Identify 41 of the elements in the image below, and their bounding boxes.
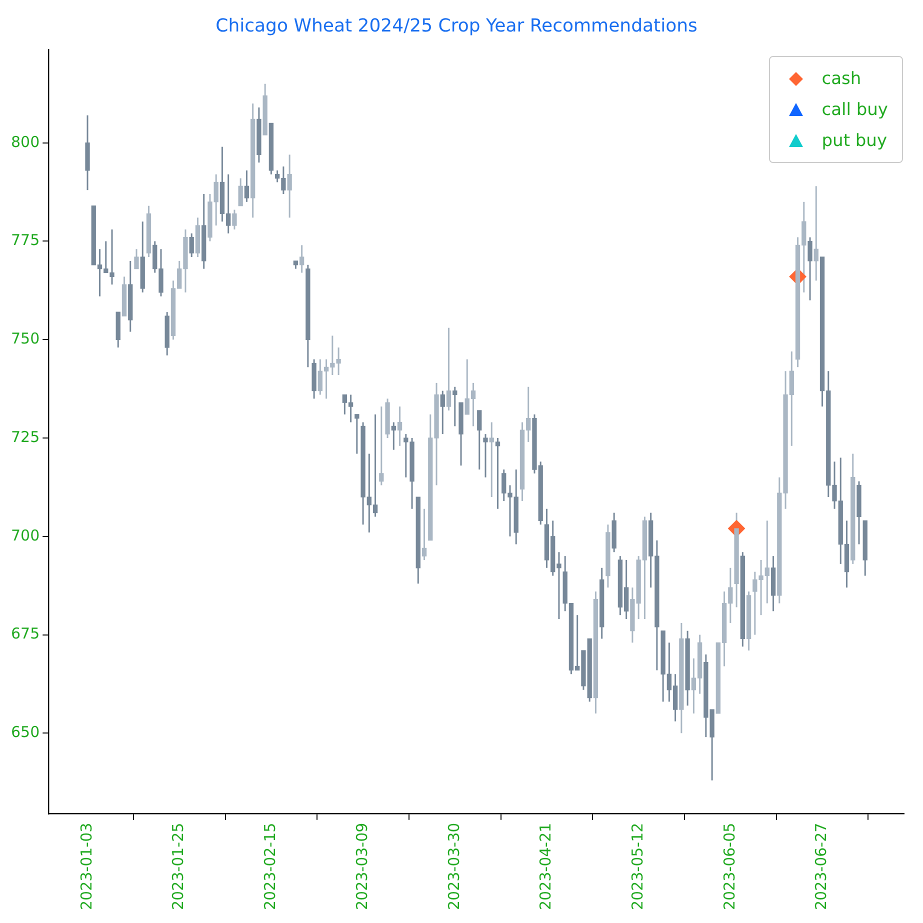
candlestick [299,244,304,274]
x-tick-label: 2023-06-05 [720,822,738,910]
y-tick-label: 800 [10,132,40,151]
x-tick-label: 2023-05-12 [628,822,646,910]
y-tick-label: 725 [10,428,40,446]
candlestick [244,170,250,203]
x-tick-label: 2023-01-25 [169,822,188,910]
y-tick-label: 700 [10,526,40,544]
legend-label: call buy [822,100,888,120]
candlestick [422,508,427,561]
candlestick [397,406,402,447]
candlestick [134,248,139,270]
candlestick [489,422,494,498]
candlestick [814,185,818,282]
candlestick [477,410,482,470]
x-tick-label: 2023-02-15 [261,822,280,910]
candlestick [440,390,445,435]
candlestick [446,327,452,412]
y-tick-label: 775 [10,231,40,250]
x-tick-label: 2023-03-30 [444,822,463,910]
candlestick [238,178,243,207]
candlestick [232,209,237,230]
candlestick [354,414,360,454]
legend-label: cash [822,68,862,88]
candlestick [379,406,384,486]
chart-title: Chicago Wheat 2024/25 Crop Year Recommendations [216,15,698,36]
x-tick-label: 2023-06-27 [812,822,830,910]
x-tick-label: 2023-01-03 [77,822,96,910]
candlestick [287,154,292,218]
y-tick-label: 750 [10,330,40,348]
y-tick-label: 650 [10,723,40,742]
candlestick [483,433,488,478]
y-tick-label: 675 [10,624,40,643]
candlestick [189,232,194,258]
candlestick [452,386,458,427]
candlestick [391,422,396,451]
candlestick [808,236,812,302]
legend-label: put buy [822,130,888,150]
candlestick [495,437,500,510]
x-tick-label: 2023-04-21 [536,822,555,910]
x-tick-label: 2023-03-09 [352,822,371,910]
